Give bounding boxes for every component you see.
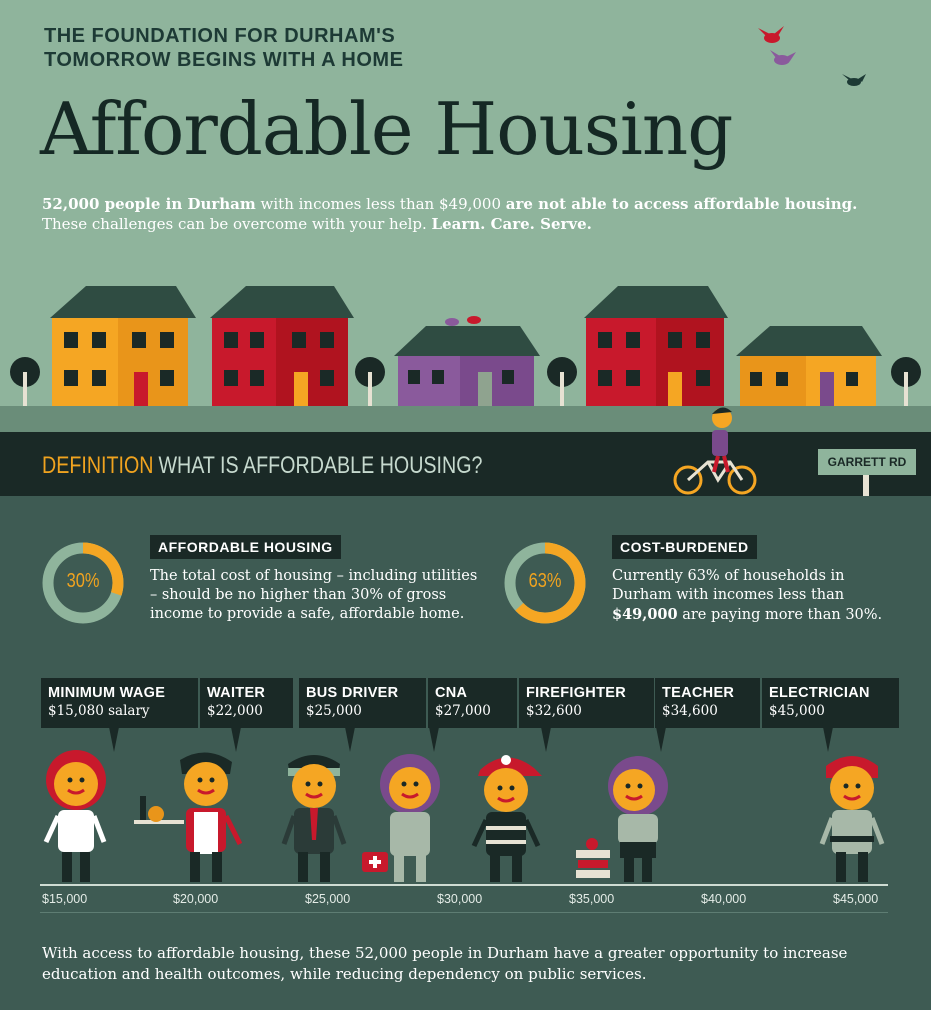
street-sign: GARRETT RD	[818, 449, 916, 475]
axis-tick-label: $25,000	[305, 892, 351, 906]
tree-icon	[547, 357, 577, 408]
tree-icon	[891, 357, 921, 408]
axis-tick-label: $35,000	[569, 892, 615, 906]
salary-axis	[40, 884, 888, 886]
page-title: Affordable Housing	[40, 87, 733, 171]
person-firefighter	[471, 755, 542, 882]
callout-pointer	[108, 722, 120, 752]
house-purple	[394, 316, 540, 408]
person-electrician	[819, 756, 885, 882]
axis-tick-label: $15,000	[42, 892, 88, 906]
ring-fill	[504, 542, 586, 624]
job-title: MINIMUM WAGE	[48, 685, 166, 701]
definition-heading: DEFINITION WHAT IS AFFORDABLE HOUSING?	[42, 452, 482, 480]
ring-label: 30%	[66, 570, 100, 592]
intro-bold-cta: Learn. Care. Serve.	[431, 215, 592, 233]
job-salary: $45,000	[769, 703, 825, 719]
cost-burdened-text-1: Currently 63% of households in Durham wi…	[612, 568, 845, 603]
intro-bold-access: are not able to access affordable housin…	[505, 195, 858, 213]
person-bus-driver	[281, 755, 347, 882]
callout-pointer	[230, 722, 242, 752]
intro-text-income: with incomes less than $49,000	[255, 195, 506, 213]
house-red	[210, 286, 354, 408]
job-title: ELECTRICIAN	[769, 685, 870, 701]
people-illustration	[43, 750, 885, 882]
job-callout: CNA $27,000	[428, 678, 517, 728]
job-title: TEACHER	[662, 685, 735, 701]
cost-burdened-tag: COST-BURDENED	[612, 535, 757, 559]
axis-divider	[40, 912, 888, 913]
bird-icon	[758, 26, 784, 43]
job-callout: MINIMUM WAGE $15,080 salary	[41, 678, 198, 728]
job-callout: WAITER $22,000	[200, 678, 293, 728]
axis-tick-label: $30,000	[437, 892, 483, 906]
axis-tick-label: $40,000	[701, 892, 747, 906]
callout-pointer	[822, 722, 834, 752]
job-title: BUS DRIVER	[306, 685, 399, 701]
tree-icon	[10, 357, 40, 408]
job-salary: $27,000	[435, 703, 491, 719]
job-salary: $25,000	[306, 703, 362, 719]
intro-paragraph: 52,000 people in Durham with incomes les…	[42, 194, 882, 234]
lower-panel	[0, 496, 931, 1010]
kicker-heading: THE FOUNDATION FOR DURHAM'S TOMORROW BEG…	[44, 25, 404, 71]
cost-burdened-amount: $49,000	[612, 606, 678, 623]
affordable-ring-chart	[42, 542, 124, 624]
axis-tick-label: $45,000	[833, 892, 879, 906]
house-orange	[736, 326, 882, 408]
job-title: CNA	[435, 685, 468, 701]
houses-illustration	[10, 286, 921, 408]
job-callout: BUS DRIVER $25,000	[299, 678, 426, 728]
job-callout: FIREFIGHTER $32,600	[519, 678, 654, 728]
axis-tick-label: $20,000	[173, 892, 219, 906]
tree-icon	[355, 357, 385, 408]
closing-paragraph: With access to affordable housing, these…	[42, 944, 848, 983]
job-callout: TEACHER $34,600	[655, 678, 760, 728]
job-title: FIREFIGHTER	[526, 685, 626, 701]
bird-icon	[842, 74, 866, 86]
birds-illustration	[758, 26, 866, 86]
person-cna	[362, 754, 440, 882]
person-waiter	[134, 752, 243, 882]
callout-pointer	[540, 722, 552, 752]
ring-fill	[42, 542, 124, 624]
job-salary: $32,600	[526, 703, 582, 719]
job-salary: $34,600	[662, 703, 718, 719]
person-minimum-wage	[43, 750, 107, 882]
intro-text-challenge: These challenges can be overcome with yo…	[42, 215, 432, 233]
cyclist-illustration	[673, 407, 757, 495]
street-sign-pole	[863, 475, 869, 497]
callout-pointer	[428, 722, 440, 752]
street-strip	[0, 406, 931, 432]
affordable-housing-text: The total cost of housing – including ut…	[150, 568, 478, 622]
affordable-housing-tag: AFFORDABLE HOUSING	[150, 535, 341, 559]
job-title: WAITER	[207, 685, 266, 701]
definition-title: WHAT IS AFFORDABLE HOUSING?	[158, 452, 483, 479]
intro-bold-people: 52,000 people in Durham	[42, 195, 256, 213]
callout-pointer	[655, 722, 667, 752]
cost-burdened-text-2: are paying more than 30%.	[677, 607, 883, 623]
job-salary: $22,000	[207, 703, 263, 719]
house-red	[584, 286, 728, 408]
ring-label: 63%	[528, 570, 562, 592]
person-teacher	[576, 756, 668, 882]
cost-burdened-text: Currently 63% of households in Durham wi…	[612, 567, 902, 625]
cost-burdened-ring-chart	[504, 542, 586, 624]
bird-icon	[770, 50, 796, 65]
job-callout: ELECTRICIAN $45,000	[762, 678, 899, 728]
callout-pointer	[344, 722, 356, 752]
job-salary: $15,080 salary	[48, 703, 150, 719]
house-orange	[50, 286, 196, 408]
definition-bar	[0, 432, 931, 496]
definition-prefix: DEFINITION	[42, 452, 154, 479]
